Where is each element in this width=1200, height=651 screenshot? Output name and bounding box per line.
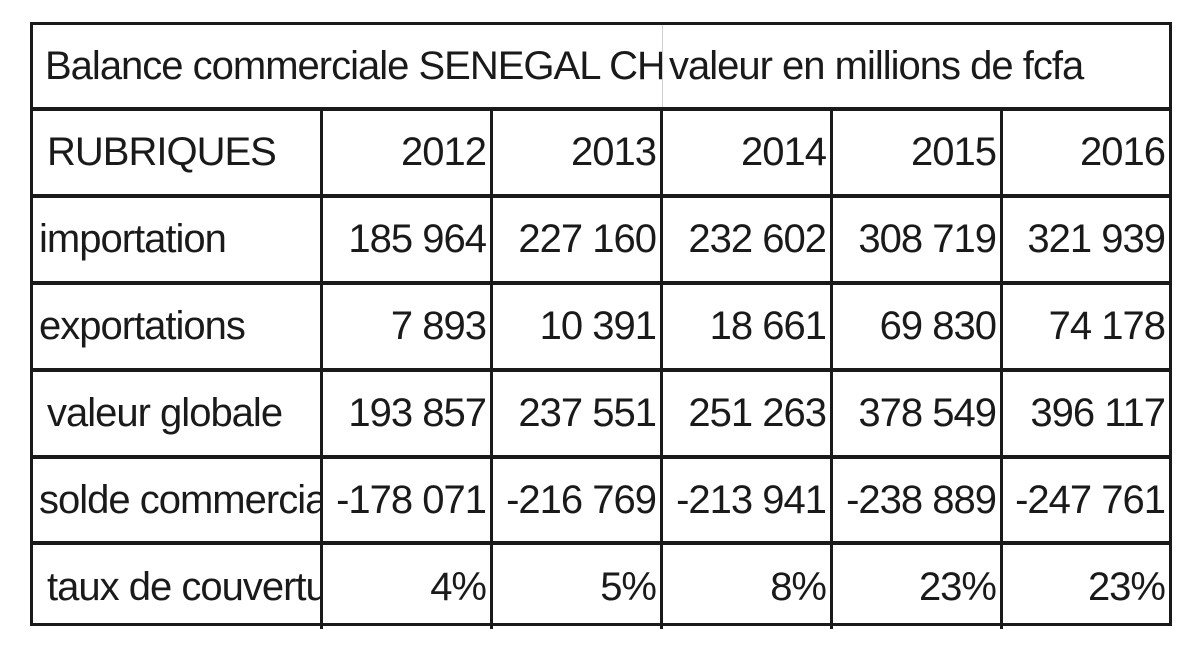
- header-year: 2013: [493, 111, 663, 194]
- table-cell: 232 602: [663, 198, 833, 281]
- header-year: 2016: [1080, 130, 1166, 174]
- table-cell: 227 160: [493, 198, 663, 281]
- table-cell: 23%: [833, 545, 1003, 629]
- table-cell: -178 071: [323, 459, 493, 541]
- header-row: RUBRIQUES 2012 2013 2014 2015 2016: [33, 111, 1169, 198]
- table-cell: 8%: [663, 545, 833, 629]
- table-title: Balance commerciale SENEGAL CHINE: [33, 25, 663, 107]
- table-cell: 5%: [493, 545, 663, 629]
- row-label: solde commerciale: [33, 459, 323, 541]
- row-label: taux de couverture: [33, 545, 323, 629]
- table-cell: 4%: [323, 545, 493, 629]
- table-cell: 378 549: [833, 372, 1003, 455]
- table-cell: -213 941: [663, 459, 833, 541]
- table-cell: 396 117: [1030, 391, 1166, 435]
- header-rubriques: RUBRIQUES: [33, 111, 323, 194]
- header-year: 2012: [323, 111, 493, 194]
- table-cell: -238 889: [833, 459, 1003, 541]
- table-cell: 185 964: [323, 198, 493, 281]
- table-cell: 69 830: [833, 285, 1003, 368]
- table-row-valeur-globale: valeur globale 193 857 237 551 251 263 3…: [33, 372, 1169, 459]
- row-label: exportations: [33, 285, 323, 368]
- table-cell: 251 263: [663, 372, 833, 455]
- table-cell: 308 719: [833, 198, 1003, 281]
- table-cell: -216 769: [493, 459, 663, 541]
- table-row-solde-commerciale: solde commerciale -178 071 -216 769 -213…: [33, 459, 1169, 545]
- table-row-taux-de-couverture: taux de couverture 4% 5% 8% 23% 23%: [33, 545, 1169, 629]
- table-title-row: Balance commerciale SENEGAL CHINE valeur…: [33, 25, 1169, 111]
- row-label: importation: [33, 198, 323, 281]
- table-row-importation: importation 185 964 227 160 232 602 308 …: [33, 198, 1169, 285]
- trade-balance-table: Balance commerciale SENEGAL CHINE valeur…: [30, 22, 1172, 629]
- table-row-exportations: exportations 7 893 10 391 18 661 69 830 …: [33, 285, 1169, 372]
- table-cell: 10 391: [493, 285, 663, 368]
- table-cell: 23%: [1087, 564, 1166, 609]
- table-cell: 321 939: [1027, 217, 1166, 261]
- table-cell: 7 893: [323, 285, 493, 368]
- header-year: 2015: [833, 111, 1003, 194]
- table-unit-note: valeur en millions de fcfa: [669, 43, 1084, 88]
- table-cell: 237 551: [493, 372, 663, 455]
- table-cell: 18 661: [663, 285, 833, 368]
- row-label: valeur globale: [33, 372, 323, 455]
- header-year: 2014: [663, 111, 833, 194]
- table-cell: 74 178: [1048, 304, 1166, 348]
- table-cell: -247 761: [1015, 477, 1166, 522]
- table-cell: 193 857: [323, 372, 493, 455]
